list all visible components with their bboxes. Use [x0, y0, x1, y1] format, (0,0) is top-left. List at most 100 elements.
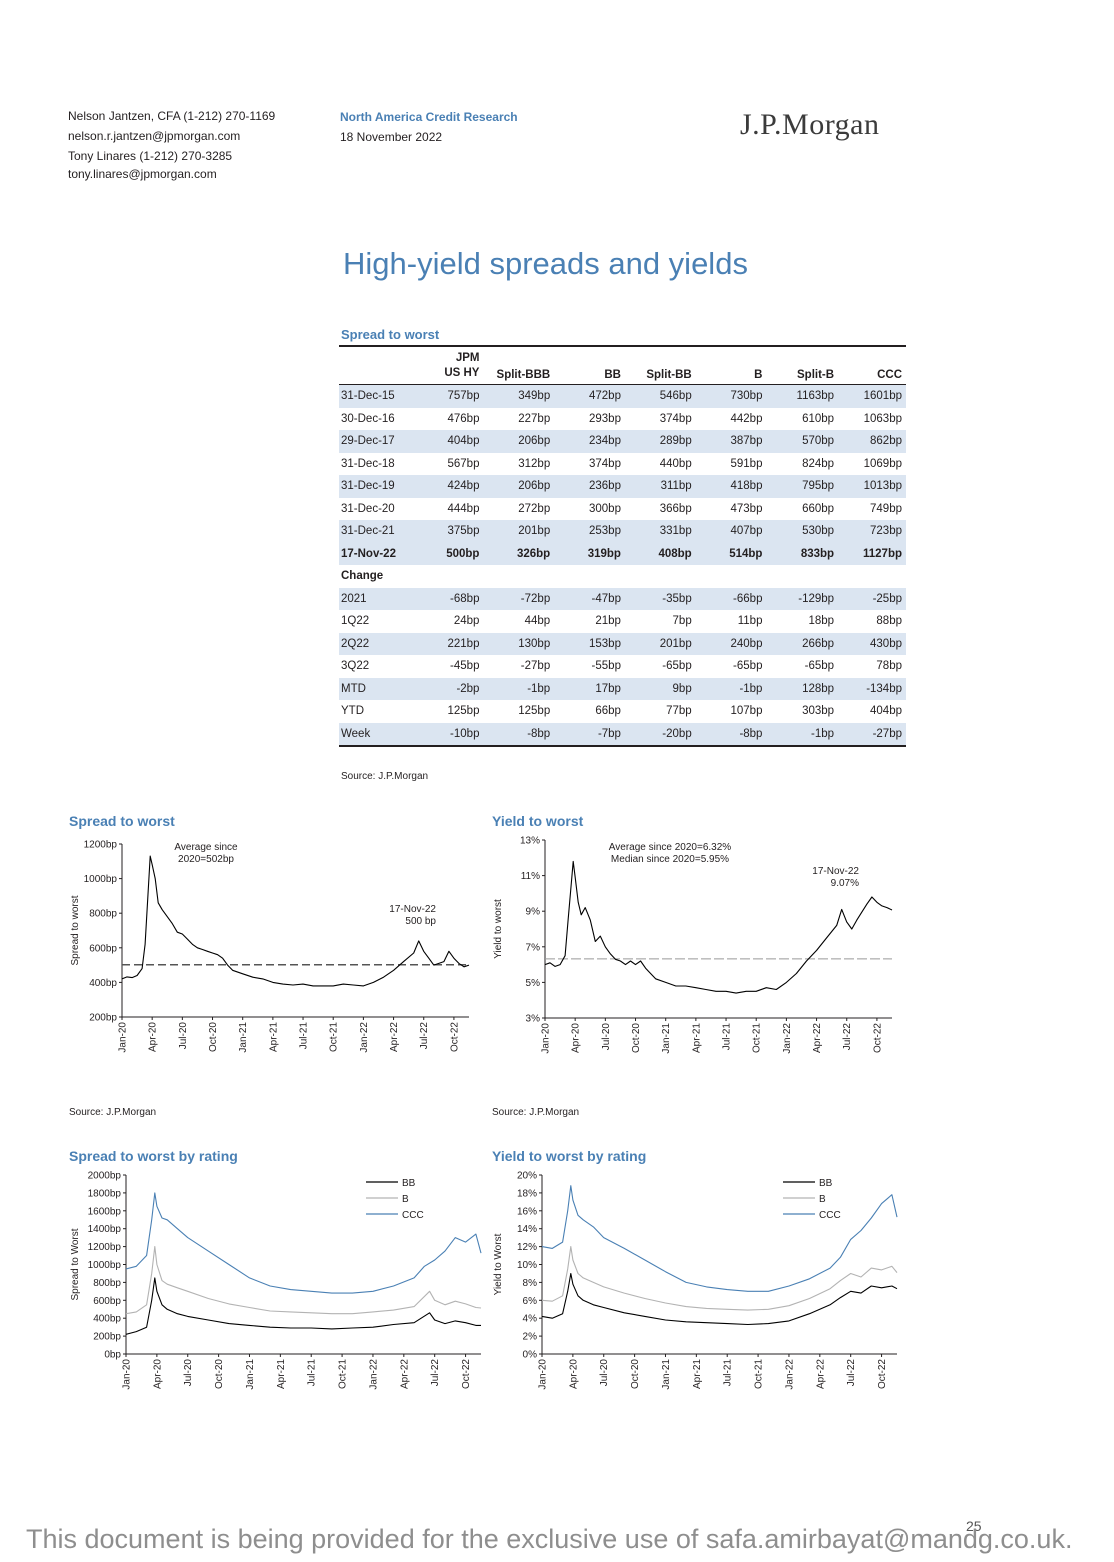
table-cell: 404bp	[870, 705, 902, 718]
page-title: High-yield spreads and yields	[343, 246, 748, 281]
table-cell: -8bp	[483, 722, 555, 745]
table-cell: 107bp	[730, 705, 763, 718]
col-header-split-bbb: Split-BBB	[496, 369, 551, 381]
table-cell: 300bp	[588, 502, 621, 515]
chart-yield-by-rating: 0% 2% 4% 6% 8% 10% 12% 14% 16% 18% 20% Jan-20 Apr-20…	[493, 1171, 898, 1390]
y-tick-label: 1400bp	[88, 1224, 122, 1235]
row-label: Change	[341, 570, 384, 583]
x-tick-label: Apr-22	[812, 1023, 823, 1053]
table-title: Spread to worst	[341, 327, 440, 342]
row-label: Week	[339, 722, 413, 745]
x-tick-label: Jan-20	[538, 1359, 549, 1390]
x-tick-label: Apr-22	[389, 1022, 400, 1052]
chart-3-title: Spread to worst by rating	[69, 1148, 238, 1164]
row-label: MTD	[339, 677, 413, 700]
x-tick-label: Apr-21	[268, 1022, 279, 1052]
table-cell: -65bp	[733, 660, 763, 673]
table-source: Source: J.P.Morgan	[341, 771, 429, 782]
y-tick-label: 9%	[526, 907, 541, 918]
table-cell: 128bp	[766, 677, 839, 700]
table-cell: 546bp	[624, 384, 696, 408]
col-header-ccc: CCC	[877, 369, 902, 381]
x-tick-label: Jan-20	[541, 1023, 552, 1054]
table-cell: 833bp	[766, 542, 839, 565]
author-2-email: tony.linares@jpmorgan.com	[68, 167, 217, 181]
y-tick-label: 4%	[523, 1314, 538, 1325]
table-cell: 78bp	[876, 660, 902, 673]
x-tick-label: Jan-22	[359, 1022, 370, 1053]
col-header-jpm-us-hy-text: JPM US HY	[444, 352, 480, 379]
table-cell: 227bp	[518, 412, 551, 425]
spread-table-body: 31-Dec-15 757bp 349bp 472bp 546bp 730bp 1163bp…	[339, 384, 906, 745]
table-cell: 408bp	[624, 542, 696, 565]
y-axis-label: Spread to worst	[70, 895, 81, 965]
table-cell: 430bp	[838, 632, 906, 655]
table-row: 31-Dec-18 567bp 312bp 374bp 440bp 591bp 824bp 1…	[339, 453, 906, 476]
chart-spread-by-rating: 0bp 200bp 400bp 600bp 800bp 1000bp 1200bp 1400b…	[70, 1171, 482, 1390]
table-cell: 18bp	[808, 615, 835, 628]
table-cell: 153bp	[554, 632, 625, 655]
x-tick-label: Jan-21	[661, 1359, 672, 1390]
chart-annotation: 9.07%	[831, 878, 859, 889]
chart-4-title: Yield to worst by rating	[492, 1148, 647, 1164]
chart-annotation: Average since	[174, 842, 238, 853]
table-cell: 125bp	[518, 705, 551, 718]
col-header-bb: BB	[604, 369, 621, 381]
y-tick-label: 12%	[517, 1242, 537, 1253]
y-tick-label: 1800bp	[88, 1188, 122, 1199]
chart-annotation: 17-Nov-22	[389, 904, 436, 915]
x-tick-label: Oct-22	[877, 1359, 888, 1389]
x-tick-label: Apr-21	[276, 1359, 287, 1389]
table-cell: 374bp	[659, 412, 692, 425]
legend-label: BB	[819, 1178, 833, 1189]
y-tick-label: 5%	[526, 978, 541, 989]
y-tick-label: 600bp	[93, 1296, 121, 1307]
y-tick-label: 20%	[517, 1171, 537, 1182]
spread-table-wrapper: JPM US HY Split-BBB BB Split-BB B Split-…	[339, 345, 906, 747]
y-tick-label: 0%	[523, 1350, 538, 1361]
x-tick-label: Jan-22	[784, 1359, 795, 1390]
x-tick-label: Jul-20	[178, 1022, 189, 1050]
col-header-date	[339, 347, 413, 385]
table-cell	[625, 565, 696, 588]
page-number: 25	[966, 1518, 982, 1534]
x-tick-label: Apr-20	[148, 1022, 159, 1052]
y-tick-label: 10%	[517, 1260, 537, 1271]
y-tick-label: 0bp	[104, 1350, 121, 1361]
x-tick-label: Jul-22	[842, 1023, 853, 1051]
row-label: 31-Dec-15	[339, 384, 413, 408]
table-cell: 331bp	[624, 520, 696, 543]
table-cell: 253bp	[554, 520, 625, 543]
row-label: 1Q22	[341, 615, 370, 628]
table-row: Week -10bp -8bp -7bp -20bp -8bp -1bp -27bp	[339, 722, 906, 745]
table-cell: 366bp	[659, 502, 692, 515]
spread-table: JPM US HY Split-BBB BB Split-BB B Split-…	[339, 347, 906, 745]
table-cell: 44bp	[524, 615, 551, 628]
series-line-0	[121, 855, 470, 987]
table-cell: 795bp	[766, 475, 839, 498]
table-cell: 1013bp	[838, 475, 906, 498]
table-cell: -35bp	[624, 587, 696, 610]
table-cell: 17bp	[554, 677, 625, 700]
table-cell	[554, 565, 625, 588]
col-header-split-b: Split-B	[797, 369, 835, 381]
table-cell: 77bp	[666, 705, 692, 718]
x-tick-label: Oct-21	[752, 1023, 763, 1053]
chart-annotation: 2020=502bp	[178, 854, 234, 865]
x-tick-label: Oct-21	[329, 1022, 340, 1052]
table-cell: 387bp	[695, 430, 767, 453]
y-tick-label: 14%	[517, 1224, 537, 1235]
x-tick-label: Jul-20	[601, 1023, 612, 1051]
series-line-b	[541, 1246, 898, 1311]
table-cell: -25bp	[838, 587, 906, 610]
table-cell: 312bp	[518, 457, 551, 470]
table-cell: -1bp	[483, 677, 555, 700]
table-cell: 349bp	[483, 384, 555, 408]
y-tick-label: 1000bp	[84, 874, 118, 885]
x-tick-label: Apr-20	[571, 1023, 582, 1053]
table-row: 2021 -68bp -72bp -47bp -35bp -66bp -129bp -25bp	[339, 587, 906, 610]
row-label: 2021	[339, 587, 413, 610]
table-cell: 530bp	[766, 520, 839, 543]
table-cell: 862bp	[838, 430, 906, 453]
table-row: 2Q22 221bp 130bp 153bp 201bp 240bp 266bp 430bp	[339, 632, 906, 655]
